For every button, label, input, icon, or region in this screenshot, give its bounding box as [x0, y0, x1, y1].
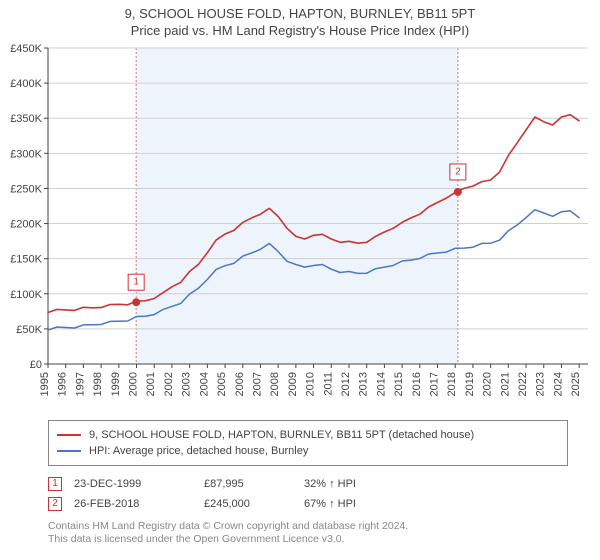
sales-row-date: 26-FEB-2018: [74, 494, 204, 514]
x-tick-label: 2004: [198, 372, 210, 396]
sales-row-marker: 1: [48, 477, 62, 491]
x-tick-label: 2020: [482, 372, 494, 396]
x-tick-label: 2011: [322, 372, 334, 396]
footnote: Contains HM Land Registry data © Crown c…: [48, 520, 568, 546]
x-tick-label: 2007: [251, 372, 263, 396]
sales-row: 2 26-FEB-2018£245,00067% ↑ HPI: [48, 494, 568, 514]
chart-plot: £0 £50K £100K £150K £200K £250K £300K £350K £400…: [0, 44, 600, 414]
footnote-line-2: This data is licensed under the Open Gov…: [48, 533, 568, 546]
sale-marker-dot: [132, 298, 140, 306]
x-tick-label: 2013: [358, 372, 370, 396]
x-tick-label: 2003: [181, 372, 193, 396]
y-tick-label: £0: [30, 359, 42, 371]
legend-row: HPI: Average price, detached house, Burn…: [57, 443, 559, 459]
y-tick-label: £450K: [10, 44, 42, 55]
x-tick-label: 2016: [411, 372, 423, 396]
y-tick-label: £150K: [10, 254, 42, 266]
footnote-line-1: Contains HM Land Registry data © Crown c…: [48, 520, 568, 533]
x-tick-label: 2008: [269, 372, 281, 396]
y-tick-label: £250K: [10, 183, 42, 195]
x-tick-label: 1996: [57, 372, 69, 396]
x-tick-label: 2010: [305, 372, 317, 396]
y-tick-label: £350K: [10, 113, 42, 125]
x-tick-label: 2002: [163, 372, 175, 396]
x-tick-label: 2006: [234, 372, 246, 396]
x-tick-label: 1997: [74, 372, 86, 396]
y-tick-label: £200K: [10, 219, 42, 231]
y-tick-label: £50K: [16, 324, 42, 336]
sales-row-delta: 67% ↑ HPI: [304, 494, 424, 514]
x-tick-label: 2019: [464, 372, 476, 396]
chart-title: 9, SCHOOL HOUSE FOLD, HAPTON, BURNLEY, B…: [0, 6, 600, 21]
x-tick-label: 2025: [570, 372, 582, 396]
legend-swatch: [57, 434, 81, 436]
x-tick-label: 1995: [39, 372, 51, 396]
y-tick-label: £100K: [10, 289, 42, 301]
sale-marker-number: 1: [133, 277, 139, 288]
legend-swatch: [57, 450, 81, 452]
x-tick-label: 2023: [535, 372, 547, 396]
x-tick-label: 2021: [499, 372, 511, 396]
x-tick-label: 2014: [375, 372, 387, 396]
sale-period-band: [136, 48, 458, 364]
y-tick-label: £300K: [10, 148, 42, 160]
x-tick-label: 2000: [128, 372, 140, 396]
legend: 9, SCHOOL HOUSE FOLD, HAPTON, BURNLEY, B…: [48, 420, 568, 466]
x-tick-label: 2017: [429, 372, 441, 396]
sales-row-date: 23-DEC-1999: [74, 474, 204, 494]
legend-label: HPI: Average price, detached house, Burn…: [89, 443, 308, 459]
x-tick-label: 2012: [340, 372, 352, 396]
sales-row-delta: 32% ↑ HPI: [304, 474, 424, 494]
legend-row: 9, SCHOOL HOUSE FOLD, HAPTON, BURNLEY, B…: [57, 427, 559, 443]
y-tick-label: £400K: [10, 78, 42, 90]
sales-table: 1 23-DEC-1999£87,99532% ↑ HPI 2 26-FEB-2018…: [48, 474, 568, 514]
x-tick-label: 2009: [287, 372, 299, 396]
chart-subtitle: Price paid vs. HM Land Registry's House …: [0, 23, 600, 38]
x-tick-label: 2022: [517, 372, 529, 396]
x-tick-label: 1999: [110, 372, 122, 396]
sales-row-price: £87,995: [204, 474, 304, 494]
legend-label: 9, SCHOOL HOUSE FOLD, HAPTON, BURNLEY, B…: [89, 427, 474, 443]
x-tick-label: 2024: [552, 372, 564, 396]
x-tick-label: 2001: [145, 372, 157, 396]
sales-row-price: £245,000: [204, 494, 304, 514]
x-tick-label: 1998: [92, 372, 104, 396]
sale-marker-dot: [454, 188, 462, 196]
sales-row: 1 23-DEC-1999£87,99532% ↑ HPI: [48, 474, 568, 494]
sales-row-marker: 2: [48, 497, 62, 511]
x-tick-label: 2018: [446, 372, 458, 396]
sale-marker-number: 2: [455, 166, 461, 177]
x-tick-label: 2015: [393, 372, 405, 396]
x-tick-label: 2005: [216, 372, 228, 396]
